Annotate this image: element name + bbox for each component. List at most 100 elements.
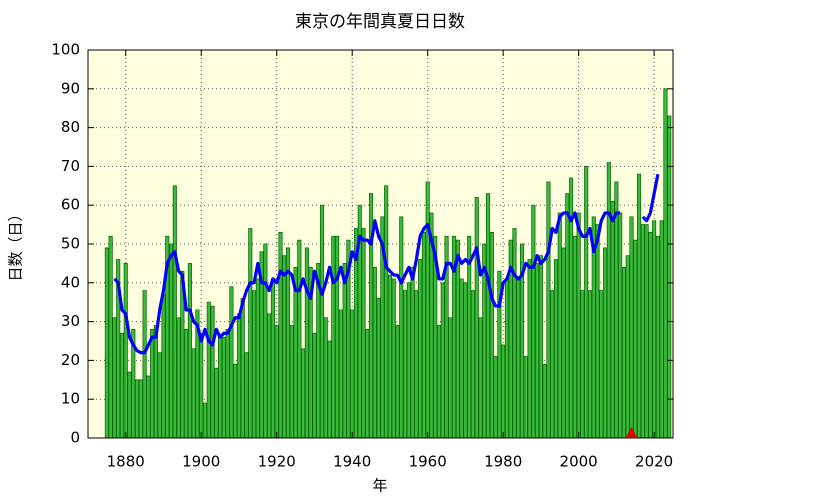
bar [621,266,626,439]
bar [418,259,423,439]
bar [535,263,540,439]
bar [161,294,166,439]
bar [640,224,645,439]
bar [331,235,336,439]
bar [489,232,494,439]
x-tick-label: 1920 [258,453,296,471]
bar [221,336,226,439]
bar [603,247,608,439]
bar [338,309,343,439]
bar [157,352,162,439]
bar [501,344,506,439]
bar [323,317,328,439]
bar [399,216,404,439]
bar [267,313,272,439]
y-tick-label: 70 [61,157,80,175]
bar [406,282,411,439]
bar [184,329,189,439]
bar [614,181,619,439]
bar [248,228,253,439]
bar [153,325,158,439]
bar [580,290,585,439]
y-tick-label: 30 [61,312,80,330]
bar [486,193,491,439]
bar [584,166,589,439]
bar [538,255,543,439]
bar [142,290,147,439]
bar [240,297,245,439]
bar [365,329,370,439]
bar [625,255,630,439]
x-tick-label: 1900 [182,453,220,471]
bar [138,379,143,439]
x-tick-label: 2020 [635,453,673,471]
bar [561,247,566,439]
bar [512,228,517,439]
bar [229,286,234,439]
bar [659,220,664,439]
bar [606,162,611,439]
bar [108,235,113,439]
bar [301,348,306,439]
bar [252,290,257,439]
chart-title: 東京の年間真夏日日数 [295,12,465,32]
bar [263,243,268,439]
bar [361,228,366,439]
bar [104,247,109,439]
bar [553,259,559,439]
x-tick-label: 1940 [333,453,371,471]
bar [176,317,181,439]
bar [395,325,400,439]
bar [112,317,117,439]
bar [587,290,593,439]
bar [523,356,528,439]
bar [255,278,260,439]
bar [542,363,547,439]
y-tick-label: 0 [70,429,80,447]
bar [576,212,581,439]
bar [644,224,649,439]
bar [440,282,445,439]
bar [546,181,551,439]
bar [202,402,208,439]
bar [327,340,332,439]
bar [527,259,532,439]
bar [384,185,389,439]
bar [391,278,396,439]
bar [214,367,219,439]
bar [478,317,483,439]
y-tick-label: 60 [61,196,80,214]
bar [376,297,381,439]
bar [319,204,325,439]
bar [470,290,476,439]
bar [655,235,660,439]
bar [599,290,604,439]
bar [342,263,347,439]
y-tick-label: 80 [61,118,80,136]
bar [285,247,291,439]
bar [297,239,302,439]
bar [304,247,309,439]
bar [448,317,453,439]
bar [410,266,415,439]
bar [168,243,174,439]
bar [146,375,151,439]
bar [425,181,430,439]
bar [474,197,479,439]
bar [652,220,657,439]
bar [618,212,623,439]
bar [210,305,215,439]
bar [191,348,196,439]
y-tick-label: 90 [61,79,80,97]
bar [244,352,249,439]
x-axis-label: 年 [372,477,387,495]
bar [372,266,377,439]
bar [123,263,128,439]
bar [463,282,468,439]
bar [127,371,132,439]
bar [572,235,577,439]
bar [387,274,392,439]
y-tick-label: 40 [61,273,80,291]
bar [531,204,536,439]
